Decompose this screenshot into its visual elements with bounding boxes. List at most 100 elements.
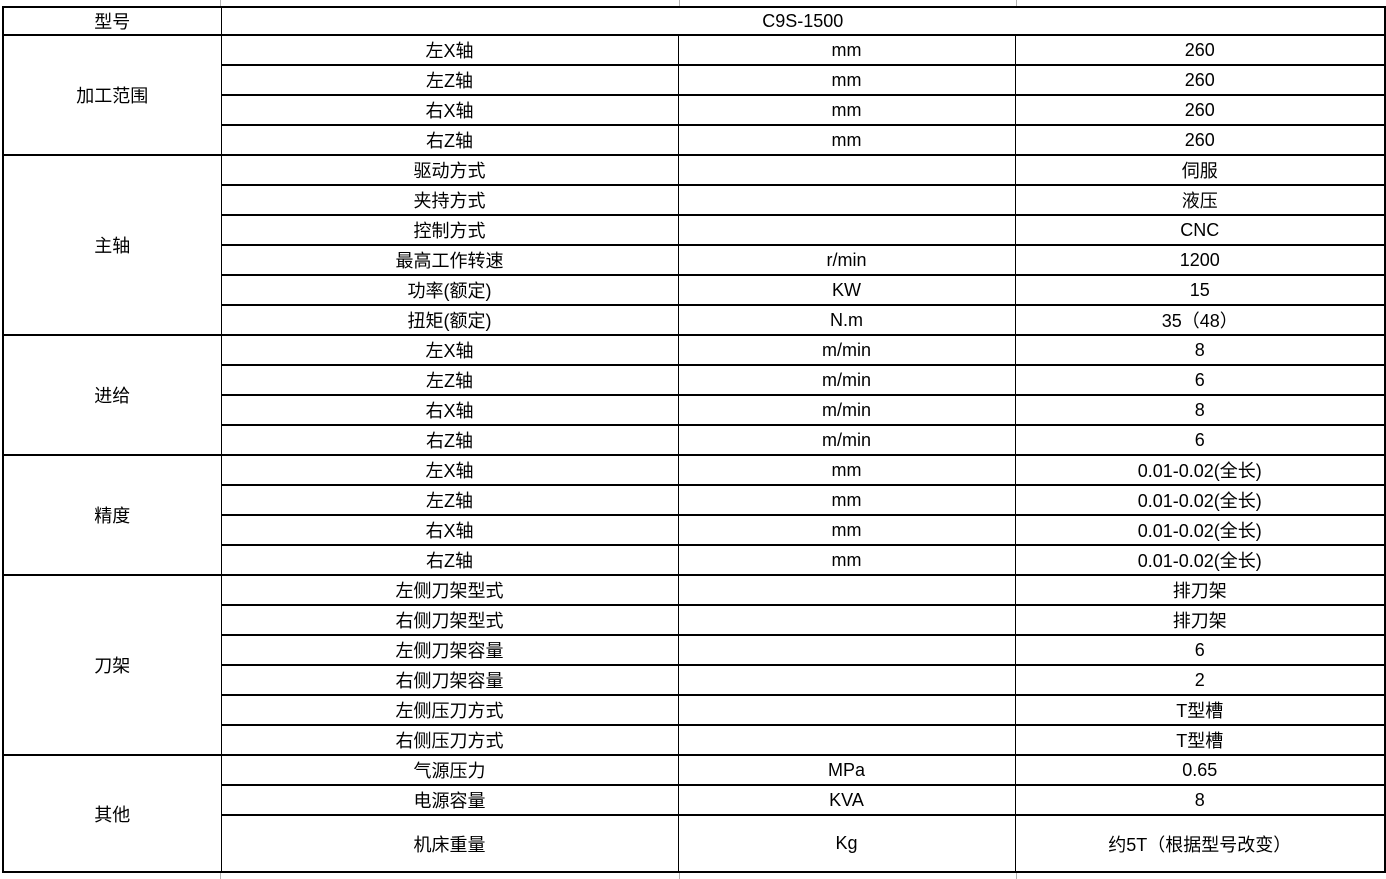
param-cell: 扭矩(额定): [220, 304, 679, 336]
unit-cell: m/min: [677, 334, 1016, 366]
value-cell: 15: [1014, 274, 1386, 306]
unit-cell: mm: [677, 34, 1016, 66]
table-row: 精度 左X轴 mm 0.01-0.02(全长): [2, 454, 1386, 576]
table-row: 左侧压刀方式 T型槽: [3, 694, 1386, 726]
unit-cell: MPa: [677, 754, 1016, 786]
value-cell: 260: [1014, 94, 1386, 126]
unit-cell: mm: [677, 454, 1016, 486]
value-cell: 260: [1014, 34, 1386, 66]
unit-cell: [677, 184, 1016, 216]
value-cell: T型槽: [1014, 724, 1386, 756]
value-cell: 260: [1014, 124, 1386, 156]
unit-cell: KVA: [677, 784, 1016, 816]
unit-cell: mm: [677, 514, 1016, 546]
spec-table: 型号 C9S-1500 加工范围 左X轴 mm 260 左Z轴 mm 260 右…: [2, 6, 1386, 873]
param-cell: 右Z轴: [220, 124, 679, 156]
unit-cell: [677, 574, 1016, 606]
table-row: 扭矩(额定) N.m 35（48）: [3, 304, 1386, 336]
unit-cell: [677, 634, 1016, 666]
section-cell: 刀架: [2, 574, 222, 756]
param-cell: 右X轴: [220, 394, 679, 426]
value-cell: 排刀架: [1014, 604, 1386, 636]
gridline-stub: [1016, 873, 1017, 879]
param-cell: 左侧刀架型式: [220, 574, 679, 606]
value-cell: 0.01-0.02(全长): [1014, 544, 1386, 576]
value-cell: 约5T（根据型号改变）: [1014, 814, 1386, 873]
gridline-stub: [220, 0, 221, 6]
section-cell: 主轴: [2, 154, 222, 336]
unit-cell: Kg: [677, 814, 1016, 873]
unit-cell: [677, 604, 1016, 636]
model-value-cell: C9S-1500: [220, 6, 1386, 36]
value-cell: T型槽: [1014, 694, 1386, 726]
table-row: 右Z轴 mm 260: [3, 124, 1386, 156]
value-cell: 260: [1014, 64, 1386, 96]
table-row: 主轴 驱动方式 伺服: [2, 154, 1386, 336]
param-cell: 右Z轴: [220, 544, 679, 576]
table-row: 机床重量 Kg 约5T（根据型号改变）: [3, 814, 1386, 873]
param-cell: 左X轴: [220, 454, 679, 486]
model-label-cell: 型号: [2, 6, 222, 36]
table-row: 控制方式 CNC: [3, 214, 1386, 246]
value-cell: 0.01-0.02(全长): [1014, 454, 1386, 486]
gridline-stub: [679, 873, 680, 879]
table-row: 左Z轴 m/min 6: [3, 364, 1386, 396]
table-row: 右侧刀架型式 排刀架: [3, 604, 1386, 636]
unit-cell: m/min: [677, 394, 1016, 426]
unit-cell: mm: [677, 124, 1016, 156]
section-cell: 精度: [2, 454, 222, 576]
param-cell: 右X轴: [220, 94, 679, 126]
unit-cell: [677, 694, 1016, 726]
param-cell: 左Z轴: [220, 64, 679, 96]
param-cell: 左侧压刀方式: [220, 694, 679, 726]
param-cell: 右侧压刀方式: [220, 724, 679, 756]
param-cell: 电源容量: [220, 784, 679, 816]
param-cell: 左Z轴: [220, 484, 679, 516]
unit-cell: [677, 154, 1016, 186]
table-row: 右Z轴 m/min 6: [3, 424, 1386, 456]
value-cell: 伺服: [1014, 154, 1386, 186]
param-cell: 控制方式: [220, 214, 679, 246]
unit-cell: m/min: [677, 364, 1016, 396]
value-cell: 6: [1014, 634, 1386, 666]
param-cell: 最高工作转速: [220, 244, 679, 276]
value-cell: 8: [1014, 394, 1386, 426]
table-row: 右Z轴 mm 0.01-0.02(全长): [3, 544, 1386, 576]
param-cell: 右侧刀架容量: [220, 664, 679, 696]
table-row: 右侧刀架容量 2: [3, 664, 1386, 696]
table-row: 左侧刀架容量 6: [3, 634, 1386, 666]
value-cell: 2: [1014, 664, 1386, 696]
section-cell: 进给: [2, 334, 222, 456]
gridline-stub: [220, 873, 221, 879]
gridline-stub: [679, 0, 680, 6]
table-row: 左Z轴 mm 0.01-0.02(全长): [3, 484, 1386, 516]
unit-cell: mm: [677, 544, 1016, 576]
table-row: 夹持方式 液压: [3, 184, 1386, 216]
unit-cell: KW: [677, 274, 1016, 306]
table-row: 右X轴 mm 0.01-0.02(全长): [3, 514, 1386, 546]
section-cell: 加工范围: [2, 34, 222, 156]
table-row: 型号 C9S-1500: [2, 6, 1386, 36]
section-cell: 其他: [2, 754, 222, 873]
unit-cell: m/min: [677, 424, 1016, 456]
param-cell: 驱动方式: [220, 154, 679, 186]
unit-cell: [677, 664, 1016, 696]
param-cell: 夹持方式: [220, 184, 679, 216]
value-cell: 排刀架: [1014, 574, 1386, 606]
table-row: 右侧压刀方式 T型槽: [3, 724, 1386, 756]
param-cell: 左X轴: [220, 334, 679, 366]
table-row: 右X轴 mm 260: [3, 94, 1386, 126]
unit-cell: N.m: [677, 304, 1016, 336]
gridline-stub: [1016, 0, 1017, 6]
param-cell: 功率(额定): [220, 274, 679, 306]
value-cell: 液压: [1014, 184, 1386, 216]
param-cell: 左Z轴: [220, 364, 679, 396]
table-row: 刀架 左侧刀架型式 排刀架: [2, 574, 1386, 756]
param-cell: 气源压力: [220, 754, 679, 786]
value-cell: 0.65: [1014, 754, 1386, 786]
value-cell: 0.01-0.02(全长): [1014, 484, 1386, 516]
table-row: 左Z轴 mm 260: [3, 64, 1386, 96]
value-cell: 8: [1014, 334, 1386, 366]
value-cell: 0.01-0.02(全长): [1014, 514, 1386, 546]
value-cell: 8: [1014, 784, 1386, 816]
